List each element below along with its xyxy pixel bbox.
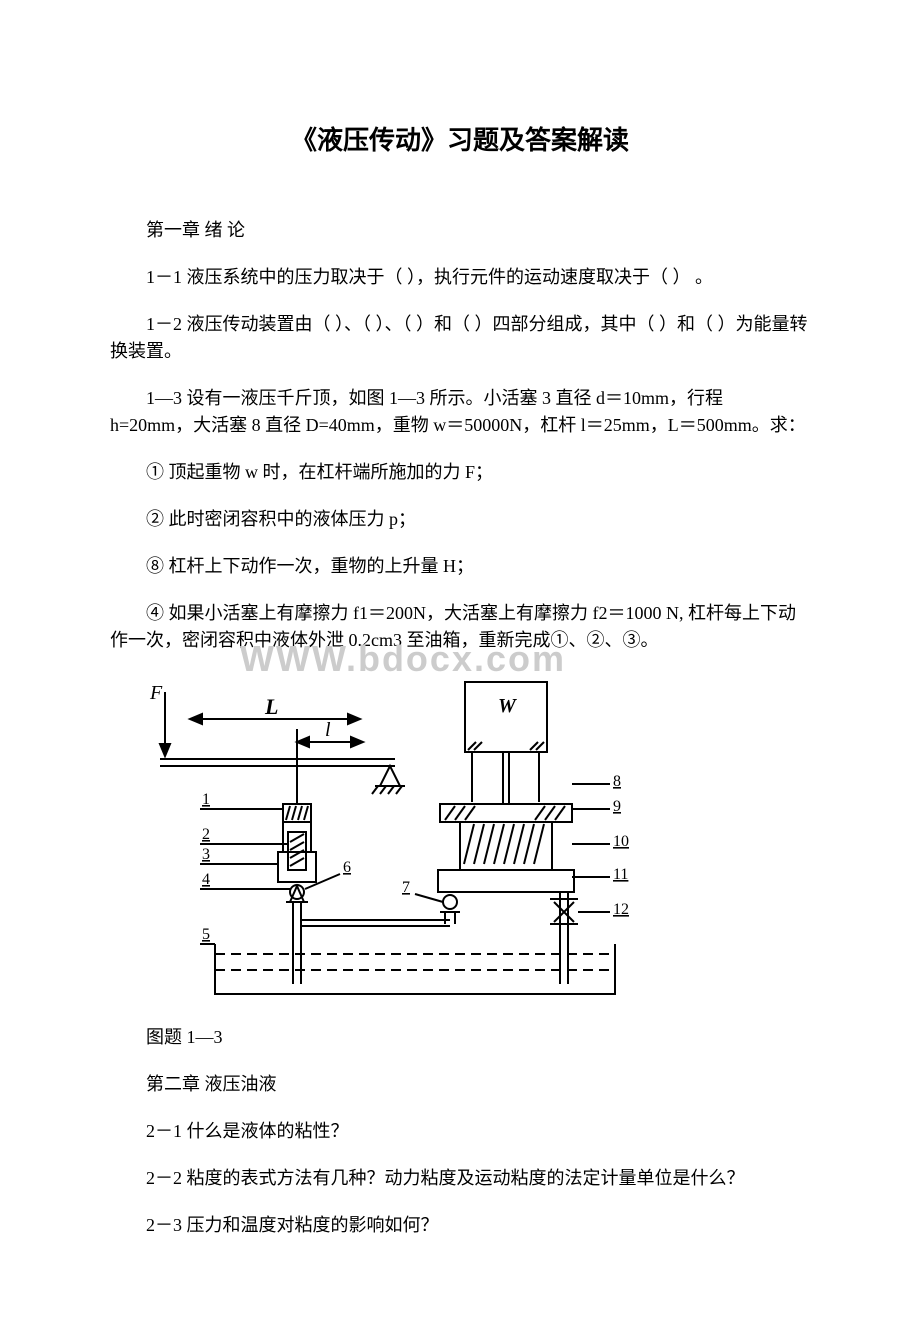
chapter1-heading: 第一章 绪 论	[110, 217, 810, 244]
label-l-small: l	[325, 719, 331, 741]
q1-3-item4-text: ④ 如果小活塞上有摩擦力 f1＝200N，大活塞上有摩擦力 f2＝1000 N,…	[110, 603, 796, 650]
label-12: 12	[613, 901, 629, 918]
q1-2: 1－2 液压传动装置由（ ）、（ ）、（ ）和（ ）四部分组成，其中（ ）和（ …	[110, 311, 810, 365]
figure-1-3: WWW.bdocx.com F L l	[140, 674, 810, 1014]
q1-2-text: 1－2 液压传动装置由（ ）、（ ）、（ ）和（ ）四部分组成，其中（ ）和（ …	[110, 314, 808, 361]
label-W: W	[498, 695, 517, 717]
label-F: F	[149, 682, 163, 704]
label-3: 3	[202, 846, 210, 863]
label-6: 6	[343, 859, 351, 876]
q2-2: 2－2 粘度的表式方法有几种？动力粘度及运动粘度的法定计量单位是什么？	[110, 1165, 810, 1192]
q1-3-text: 1—3 设有一液压千斤顶，如图 1—3 所示。小活塞 3 直径 d＝10mm，行…	[110, 388, 806, 435]
q1-3-item2: ② 此时密闭容积中的液体压力 p；	[110, 506, 810, 533]
q2-3: 2－3 压力和温度对粘度的影响如何？	[110, 1212, 810, 1239]
q2-1: 2－1 什么是液体的粘性？	[110, 1118, 810, 1145]
q1-3-item1: ① 顶起重物 w 时，在杠杆端所施加的力 F；	[110, 459, 810, 486]
label-11: 11	[613, 866, 628, 883]
label-9: 9	[613, 798, 621, 815]
label-2: 2	[202, 826, 210, 843]
q1-3: 1—3 设有一液压千斤顶，如图 1—3 所示。小活塞 3 直径 d＝10mm，行…	[110, 385, 810, 439]
figure-caption: 图题 1—3	[110, 1024, 810, 1051]
label-5: 5	[202, 926, 210, 943]
label-10: 10	[613, 833, 629, 850]
q1-3-item3: ⑧ 杠杆上下动作一次，重物的上升量 H；	[110, 553, 810, 580]
q1-3-item4: ④ 如果小活塞上有摩擦力 f1＝200N，大活塞上有摩擦力 f2＝1000 N,…	[110, 600, 810, 654]
chapter2-heading: 第二章 液压油液	[110, 1071, 810, 1098]
label-8: 8	[613, 773, 621, 790]
label-4: 4	[202, 871, 210, 888]
label-1: 1	[202, 791, 210, 808]
label-7: 7	[402, 879, 410, 896]
hydraulic-jack-diagram: F L l	[140, 674, 640, 1014]
document-title: 《液压传动》习题及答案解读	[110, 120, 810, 157]
label-L: L	[264, 694, 278, 719]
q1-1: 1－1 液压系统中的压力取决于（ ），执行元件的运动速度取决于（ ） 。	[110, 264, 810, 291]
